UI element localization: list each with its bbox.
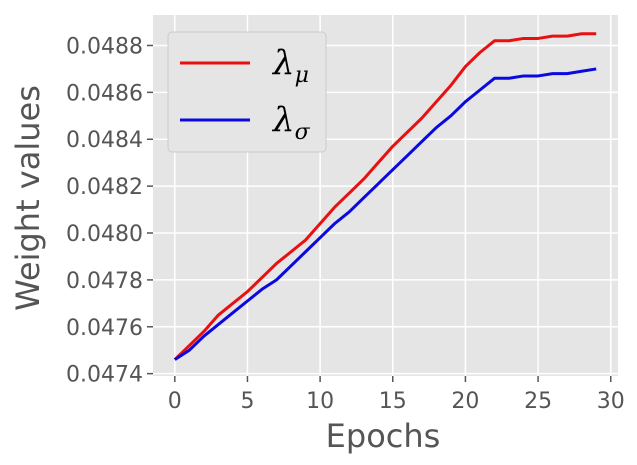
y-tick-label: 0.0480 <box>66 222 143 247</box>
legend-entry: λμ <box>271 43 309 88</box>
x-tick-label: 15 <box>379 389 407 414</box>
legend-symbol: λ <box>271 100 295 140</box>
y-tick-label: 0.0476 <box>66 316 143 341</box>
legend-subscript: μ <box>295 63 309 88</box>
legend-entry: λσ <box>271 100 311 145</box>
y-tick-label: 0.0484 <box>66 128 143 153</box>
x-axis-ticks: 0 5 10 15 20 25 30 <box>168 376 625 414</box>
y-tick-label: 0.0482 <box>66 175 143 200</box>
x-tick-label: 25 <box>524 389 552 414</box>
y-axis-ticks: 0.0474 0.0476 0.0478 0.0480 0.0482 0.0484 0.04… <box>66 34 153 388</box>
legend-symbol: λ <box>271 43 295 83</box>
y-tick-label: 0.0488 <box>66 34 143 59</box>
x-axis-label: Epochs <box>326 417 441 455</box>
x-tick-label: 5 <box>240 389 254 414</box>
y-tick-label: 0.0474 <box>66 363 143 388</box>
legend-subscript: σ <box>295 120 311 145</box>
y-tick-label: 0.0486 <box>66 81 143 106</box>
series-lines <box>173 32 597 361</box>
series-line-1 <box>173 67 597 361</box>
y-tick-label: 0.0478 <box>66 269 143 294</box>
series-line-0 <box>173 32 597 361</box>
x-tick-label: 30 <box>597 389 625 414</box>
y-gridlines <box>153 44 618 375</box>
x-tick-label: 0 <box>168 389 182 414</box>
y-axis-label: Weight values <box>9 85 47 311</box>
x-tick-label: 20 <box>451 389 479 414</box>
x-tick-label: 10 <box>306 389 334 414</box>
